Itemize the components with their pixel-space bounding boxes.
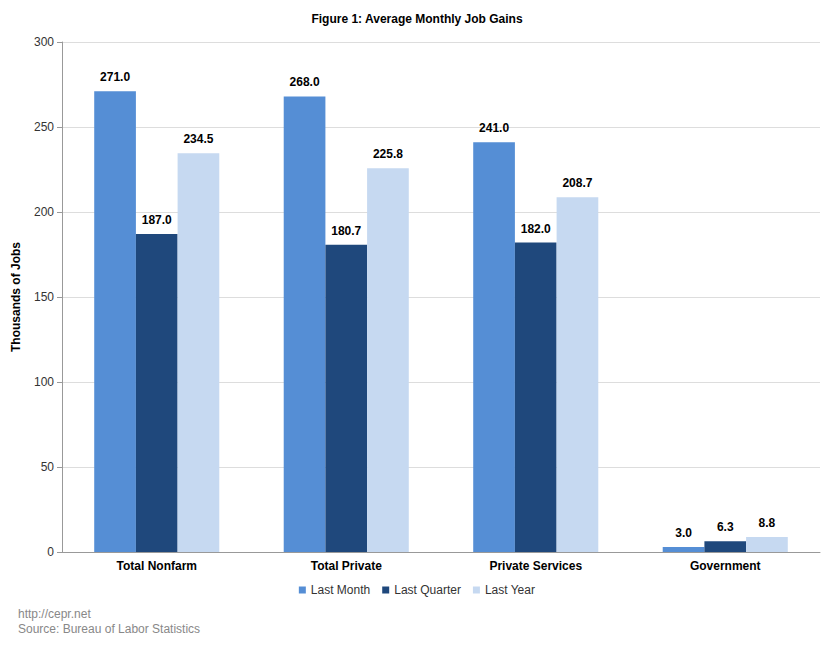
svg-text:268.0: 268.0 xyxy=(290,75,320,89)
svg-text:Last Quarter: Last Quarter xyxy=(394,583,461,597)
svg-text:8.8: 8.8 xyxy=(759,516,776,530)
svg-text:200: 200 xyxy=(34,205,54,219)
svg-text:180.7: 180.7 xyxy=(331,224,361,238)
svg-text:Thousands of Jobs: Thousands of Jobs xyxy=(9,242,23,352)
svg-text:Government: Government xyxy=(690,559,761,573)
svg-text:Last Year: Last Year xyxy=(485,583,535,597)
svg-text:100: 100 xyxy=(34,375,54,389)
svg-text:Last Month: Last Month xyxy=(311,583,370,597)
svg-text:Total Private: Total Private xyxy=(311,559,382,573)
svg-text:234.5: 234.5 xyxy=(183,132,213,146)
svg-text:271.0: 271.0 xyxy=(100,70,130,84)
svg-text:241.0: 241.0 xyxy=(479,121,509,135)
svg-text:Source: Bureau of Labor Statis: Source: Bureau of Labor Statistics xyxy=(18,622,200,636)
svg-text:300: 300 xyxy=(34,35,54,49)
svg-text:0: 0 xyxy=(47,545,54,559)
svg-text:3.0: 3.0 xyxy=(675,526,692,540)
svg-text:187.0: 187.0 xyxy=(142,213,172,227)
svg-text:250: 250 xyxy=(34,120,54,134)
svg-text:208.7: 208.7 xyxy=(562,176,592,190)
svg-text:225.8: 225.8 xyxy=(373,147,403,161)
svg-text:Private Services: Private Services xyxy=(489,559,582,573)
svg-text:http://cepr.net: http://cepr.net xyxy=(18,607,91,621)
svg-text:182.0: 182.0 xyxy=(521,222,551,236)
svg-text:Figure 1: Average Monthly Job: Figure 1: Average Monthly Job Gains xyxy=(311,12,522,26)
svg-text:Total Nonfarm: Total Nonfarm xyxy=(117,559,197,573)
svg-text:150: 150 xyxy=(34,290,54,304)
svg-text:6.3: 6.3 xyxy=(717,520,734,534)
svg-text:50: 50 xyxy=(41,460,55,474)
